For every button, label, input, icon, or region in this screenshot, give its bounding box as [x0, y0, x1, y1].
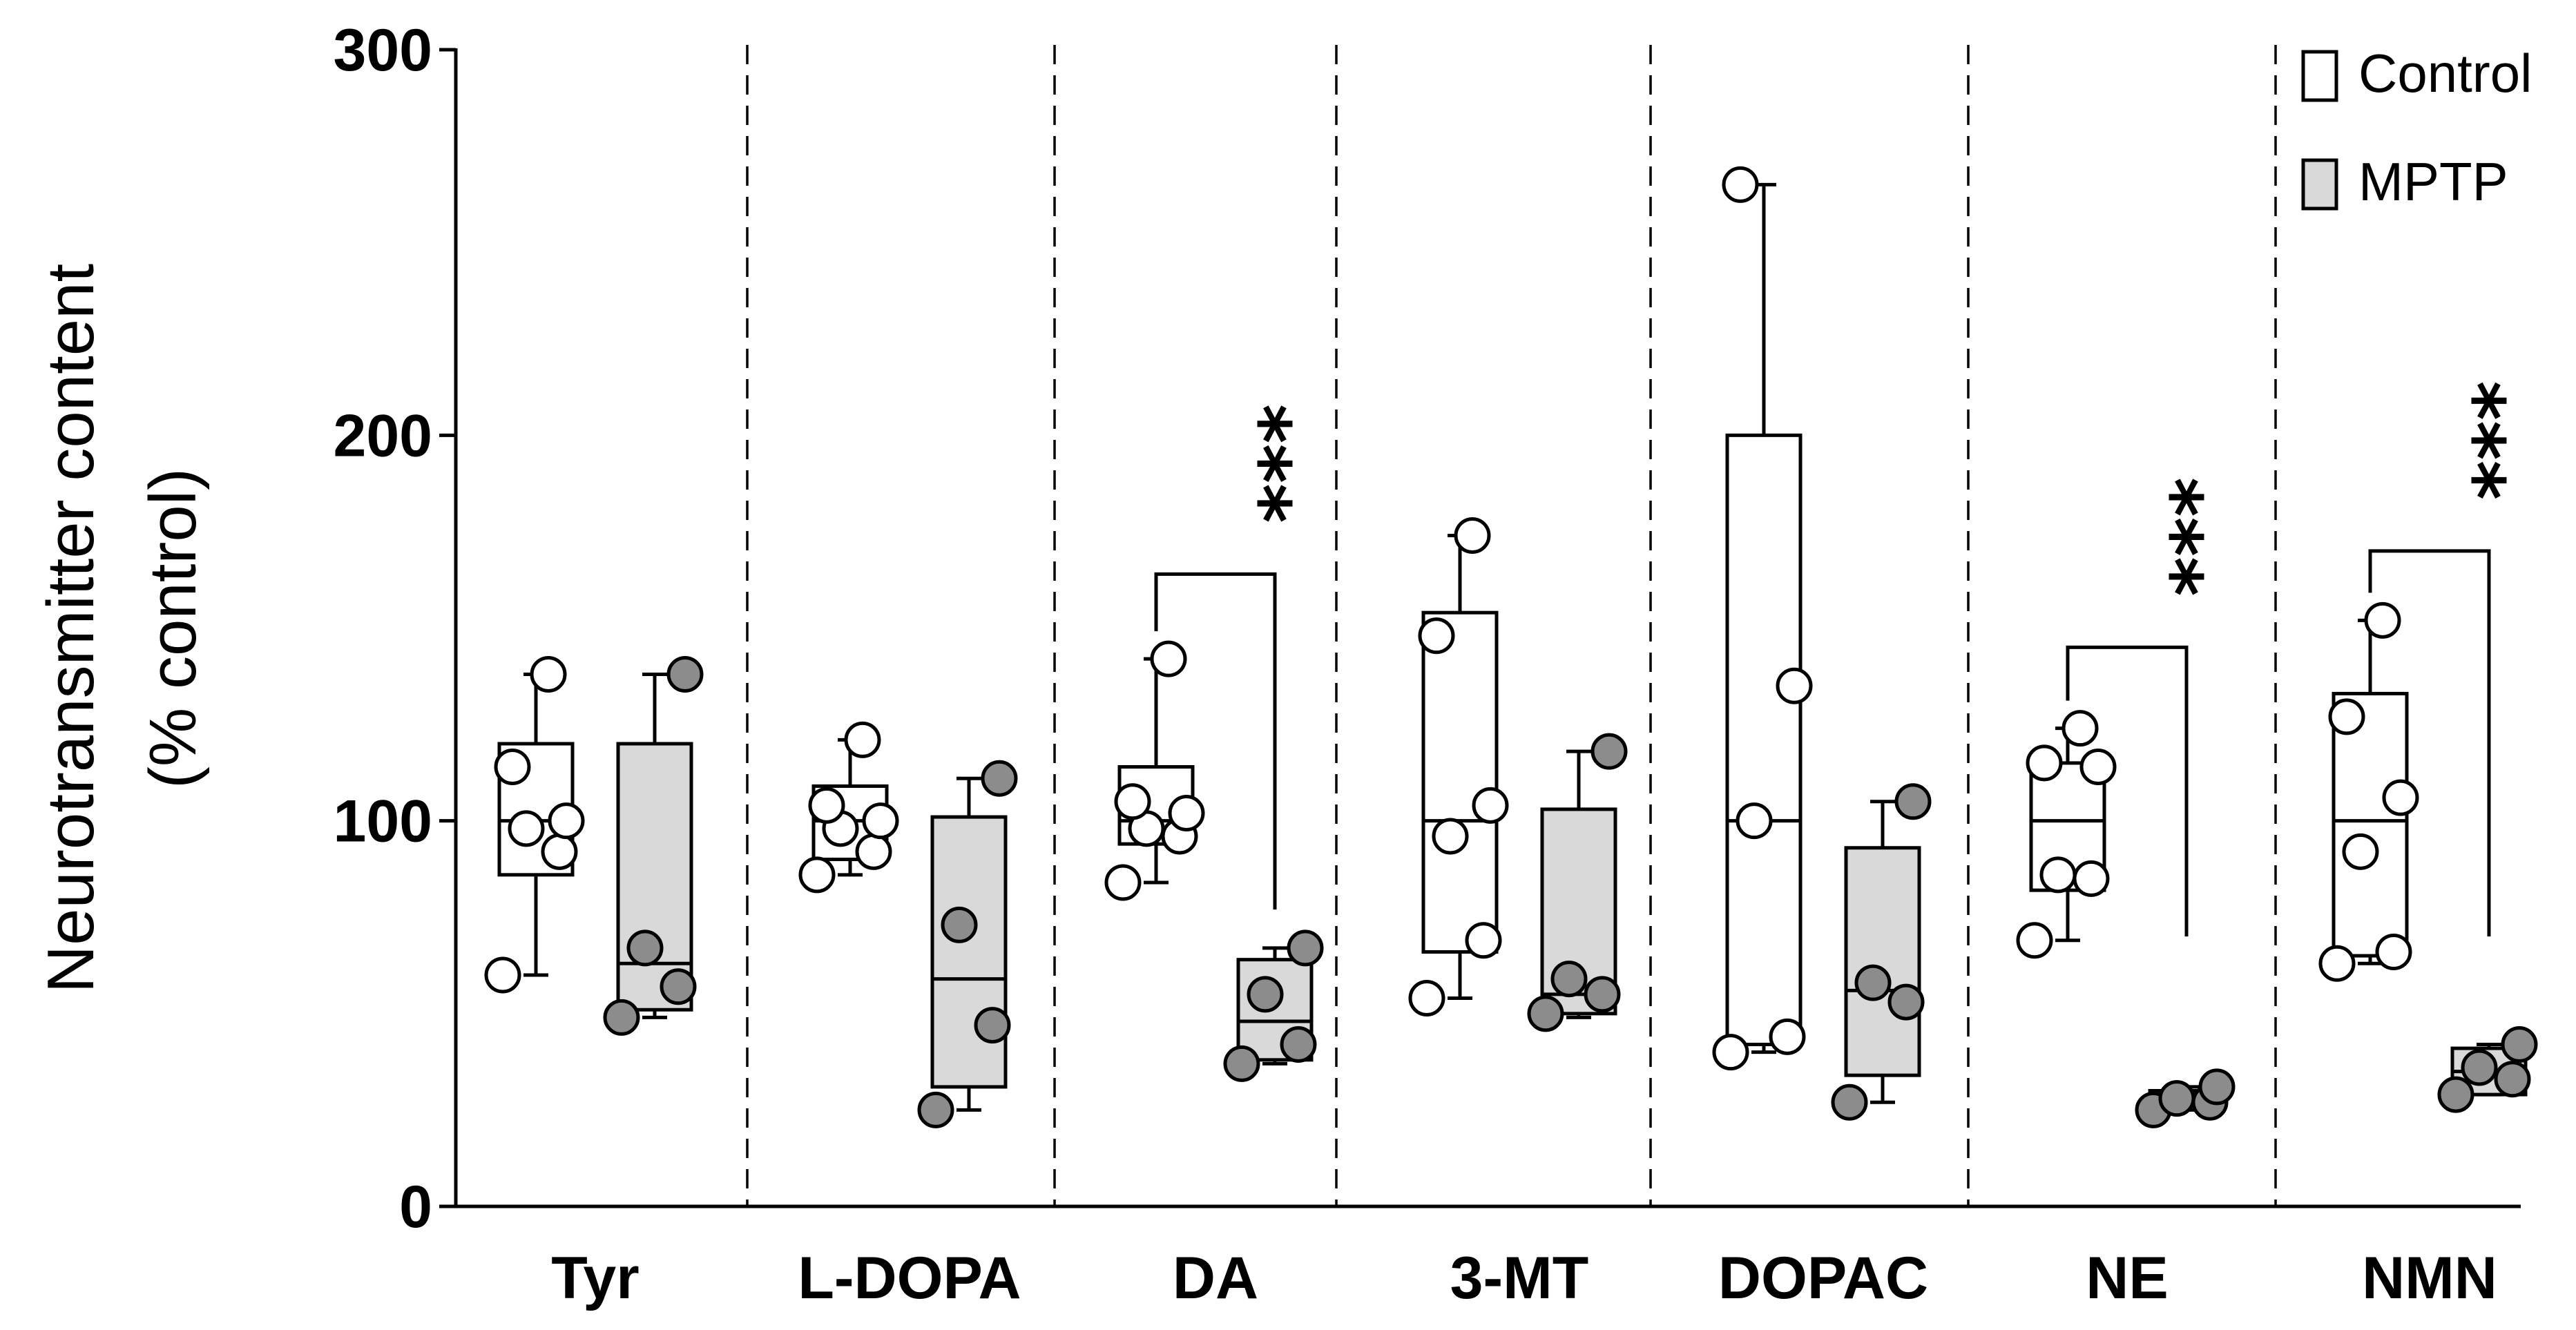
- data-point-mptp-dopac: [1887, 983, 1925, 1021]
- data-point-control-da: [1150, 640, 1187, 677]
- data-point-mptp-nmn: [2437, 1076, 2474, 1113]
- data-point-mptp-nmn: [2494, 1061, 2531, 1098]
- box-control-dopac: [1725, 433, 1803, 1046]
- data-point-mptp-da: [1247, 976, 1284, 1013]
- y-tick-label: 300: [334, 17, 433, 84]
- data-point-control-3-mt: [1418, 617, 1455, 655]
- x-category-label: L-DOPA: [798, 1245, 1021, 1311]
- data-point-control-da: [1168, 795, 1205, 831]
- data-point-control-tyr: [494, 749, 531, 785]
- data-point-control-dopac: [1776, 667, 1813, 704]
- data-point-mptp-ne: [2158, 1080, 2195, 1117]
- x-category-label: DOPAC: [1718, 1245, 1928, 1311]
- data-point-control-dopac: [1722, 166, 1759, 203]
- data-point-control-ne: [2039, 856, 2077, 894]
- x-category-label: NE: [2086, 1245, 2168, 1311]
- data-point-control-ne: [2079, 749, 2117, 785]
- data-point-mptp-da: [1223, 1045, 1260, 1082]
- data-point-control-tyr: [541, 833, 578, 870]
- data-point-mptp-l-dopa: [981, 760, 1018, 797]
- data-point-control-dopac: [1712, 1034, 1749, 1071]
- data-point-mptp-da: [1287, 929, 1324, 967]
- data-point-control-3-mt: [1432, 818, 1469, 855]
- y-tick-label: 200: [334, 403, 433, 469]
- x-category-label: DA: [1173, 1245, 1258, 1311]
- significance-label-da: ***: [1218, 404, 1307, 523]
- y-tick-label: 100: [334, 789, 433, 855]
- data-point-control-dopac: [1769, 1018, 1806, 1055]
- data-point-mptp-tyr: [603, 999, 640, 1036]
- data-point-mptp-3-mt: [1527, 995, 1564, 1032]
- data-point-control-nmn: [2318, 945, 2356, 982]
- significance-bracket-ne: [2066, 645, 2189, 937]
- data-point-control-l-dopa: [798, 856, 836, 894]
- data-point-mptp-dopac: [1831, 1083, 1868, 1121]
- data-point-control-tyr: [508, 810, 545, 847]
- legend-swatch-mptp: [2301, 158, 2338, 211]
- significance-label-nmn: ***: [2432, 381, 2521, 501]
- data-point-control-nmn: [2382, 779, 2419, 816]
- data-point-mptp-dopac: [1854, 964, 1892, 1001]
- data-point-mptp-tyr: [666, 656, 704, 693]
- data-point-control-3-mt: [1465, 922, 1502, 959]
- data-point-mptp-dopac: [1894, 783, 1932, 820]
- legend-label-control: Control: [2358, 43, 2532, 104]
- data-point-control-ne: [2073, 860, 2110, 897]
- data-point-control-nmn: [2375, 934, 2412, 970]
- data-point-control-dopac: [1736, 802, 1773, 840]
- data-point-mptp-l-dopa: [941, 906, 978, 943]
- x-category-label: 3-MT: [1450, 1245, 1589, 1311]
- data-point-control-ne: [2026, 744, 2063, 782]
- legend-swatch-control: [2301, 50, 2338, 102]
- significance-bracket-da: [1154, 572, 1277, 910]
- data-point-control-l-dopa: [844, 721, 881, 758]
- data-point-control-nmn: [2342, 833, 2379, 870]
- data-point-mptp-3-mt: [1550, 961, 1588, 998]
- data-point-control-l-dopa: [855, 833, 892, 870]
- x-category-label: NMN: [2362, 1245, 2497, 1311]
- significance-bracket-nmn: [2368, 549, 2491, 937]
- box-control-nmn: [2332, 691, 2409, 958]
- data-point-mptp-tyr: [660, 968, 697, 1005]
- data-point-control-tyr: [530, 656, 567, 693]
- box-mptp-dopac: [1844, 846, 1921, 1077]
- significance-label-ne: ***: [2130, 477, 2218, 597]
- data-point-control-3-mt: [1408, 980, 1445, 1016]
- data-point-control-ne: [2061, 710, 2099, 747]
- data-point-control-tyr: [548, 802, 585, 840]
- data-point-mptp-nmn: [2501, 1026, 2538, 1063]
- data-point-control-l-dopa: [808, 787, 845, 824]
- data-point-mptp-tyr: [626, 929, 664, 967]
- data-point-mptp-3-mt: [1584, 976, 1621, 1013]
- data-point-control-da: [1104, 864, 1142, 901]
- data-point-control-da: [1114, 783, 1151, 820]
- data-point-mptp-nmn: [2461, 1049, 2498, 1086]
- data-point-mptp-3-mt: [1590, 733, 1628, 770]
- y-axis-label-line2: (% control): [136, 468, 210, 789]
- data-point-control-nmn: [2328, 698, 2365, 735]
- box-mptp-tyr: [616, 742, 693, 1012]
- y-tick-label: 0: [399, 1174, 432, 1240]
- data-point-control-3-mt: [1472, 787, 1509, 824]
- data-point-control-nmn: [2364, 601, 2401, 639]
- data-point-mptp-ne: [2198, 1068, 2236, 1106]
- box-mptp-l-dopa: [930, 815, 1008, 1089]
- data-point-mptp-l-dopa: [974, 1007, 1011, 1044]
- data-point-mptp-l-dopa: [917, 1091, 954, 1128]
- data-point-control-3-mt: [1454, 517, 1491, 554]
- data-point-control-tyr: [484, 956, 521, 994]
- x-category-label: Tyr: [551, 1245, 639, 1311]
- data-point-control-l-dopa: [862, 802, 899, 840]
- data-point-mptp-da: [1280, 1026, 1317, 1063]
- y-axis-label-line1: Neurotransmitter content: [34, 264, 108, 993]
- legend-label-mptp: MPTP: [2358, 151, 2508, 212]
- box-control-3-mt: [1421, 610, 1499, 954]
- data-point-control-ne: [2016, 922, 2053, 959]
